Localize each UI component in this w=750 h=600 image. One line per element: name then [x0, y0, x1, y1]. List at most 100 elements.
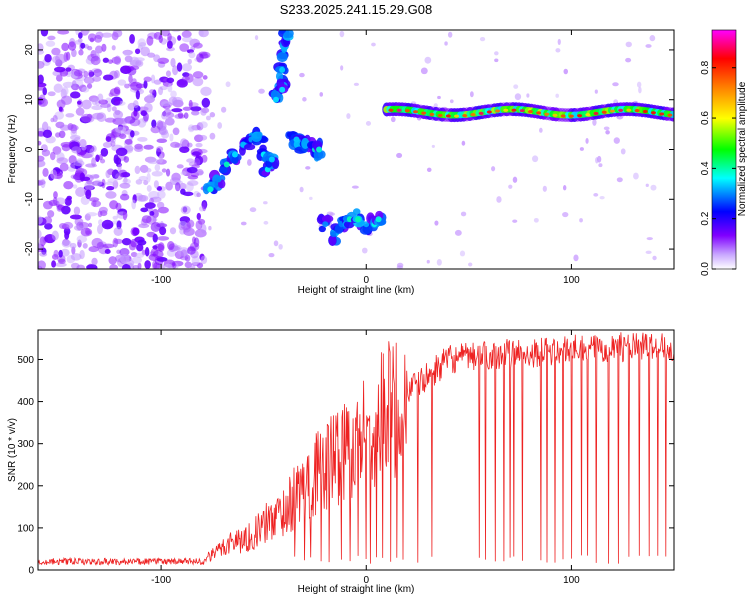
noise-cell [119, 247, 130, 257]
noise-cell [105, 136, 112, 142]
speckle-cell [645, 44, 652, 48]
noise-cell [106, 185, 115, 191]
noise-cell [164, 117, 175, 126]
noise-cell [182, 191, 194, 197]
speckle-cell [542, 185, 547, 192]
noise-cell [146, 172, 151, 183]
noise-cell [150, 222, 161, 232]
tone-core [609, 109, 615, 113]
speckle-cell [437, 95, 441, 100]
speckle-cell [461, 140, 466, 146]
noise-cell [61, 86, 69, 96]
tone-core [527, 110, 533, 114]
speckle-cell [431, 144, 435, 148]
noise-cell [82, 242, 88, 249]
tone-core [404, 109, 410, 113]
snr-ticks: -100 0 100 0 100 200 300 400 500 [17, 330, 674, 586]
noise-cell [135, 252, 145, 258]
noise-cell [146, 231, 156, 238]
feature-cell [275, 71, 284, 82]
speckle-cell [573, 254, 579, 262]
noise-cell [192, 77, 204, 87]
noise-cell [146, 184, 152, 192]
noise-cell [93, 174, 100, 179]
noise-cell [38, 74, 44, 84]
tone-core [511, 108, 517, 112]
noise-cell [51, 47, 61, 56]
noise-cell [190, 106, 202, 112]
speckle-cell [329, 212, 336, 216]
noise-cell [190, 148, 203, 158]
noise-cell [130, 251, 138, 258]
noise-cell [180, 205, 191, 215]
colorbar-ticks: 0.0 0.2 0.4 0.6 0.8 [700, 60, 736, 276]
noise-cell [61, 42, 69, 52]
speckle-cell [268, 252, 275, 258]
noise-cell [38, 84, 46, 91]
tone-core [667, 113, 673, 117]
noise-cell [195, 220, 203, 230]
tone-core [429, 112, 435, 116]
noise-cell [124, 138, 133, 145]
noise-cell [53, 83, 63, 93]
noise-cell [158, 153, 164, 164]
noise-cell [73, 160, 85, 167]
speckle-cell [513, 84, 519, 89]
noise-cell [101, 219, 114, 230]
speckle-cell [594, 89, 598, 94]
noise-cell [91, 257, 98, 266]
noise-cell [144, 167, 152, 173]
colorbar: 0.0 0.2 0.4 0.6 0.8 Normalized spectral ampl… [700, 29, 748, 276]
x-tick-label: 100 [563, 575, 580, 586]
noise-cell [156, 138, 168, 144]
feature-cell [352, 208, 361, 216]
noise-cell [98, 219, 103, 226]
noise-cell [170, 90, 177, 98]
speckle-cell [491, 166, 496, 172]
noise-cell [176, 164, 184, 169]
noise-cell [92, 75, 102, 82]
noise-cell [177, 112, 184, 119]
noise-cell [157, 242, 165, 253]
snr-xlabel: Height of straight line (km) [298, 584, 415, 595]
noise-cell [193, 237, 200, 248]
feature-core [279, 66, 286, 73]
speckle-cell [636, 81, 642, 88]
speckle-cell [612, 82, 619, 87]
noise-cell [134, 57, 145, 62]
noise-cell [108, 59, 113, 64]
noise-cell [180, 138, 188, 147]
noise-cell [45, 40, 56, 47]
speckle-cell [209, 112, 216, 118]
noise-cell [100, 103, 111, 108]
tone-core [618, 108, 624, 112]
noise-cell [196, 212, 201, 221]
noise-cell [38, 242, 42, 250]
noise-cell [176, 79, 188, 88]
noise-cell [143, 76, 152, 82]
snr-series-line [38, 332, 674, 566]
noise-cell [119, 182, 131, 189]
noise-cell [181, 30, 192, 38]
feature-core [283, 31, 290, 38]
feature-core [215, 176, 222, 183]
noise-cell [164, 263, 173, 269]
noise-cell [167, 33, 172, 42]
speckle-cell [605, 130, 610, 135]
noise-cell [91, 145, 97, 153]
noise-cell [138, 223, 150, 229]
feature-cell [321, 215, 334, 223]
noise-cell [118, 169, 128, 178]
noise-cell [129, 65, 140, 70]
noise-cell [43, 216, 53, 225]
noise-cell [136, 243, 144, 252]
noise-cell [166, 77, 175, 84]
speckle-cell [396, 262, 404, 268]
noise-cell [58, 106, 63, 112]
tone-core [544, 112, 550, 116]
noise-cell [143, 144, 154, 150]
tone-core [634, 108, 640, 113]
feature-core [272, 96, 279, 103]
noise-cell [102, 141, 113, 148]
noise-cell [88, 222, 93, 228]
